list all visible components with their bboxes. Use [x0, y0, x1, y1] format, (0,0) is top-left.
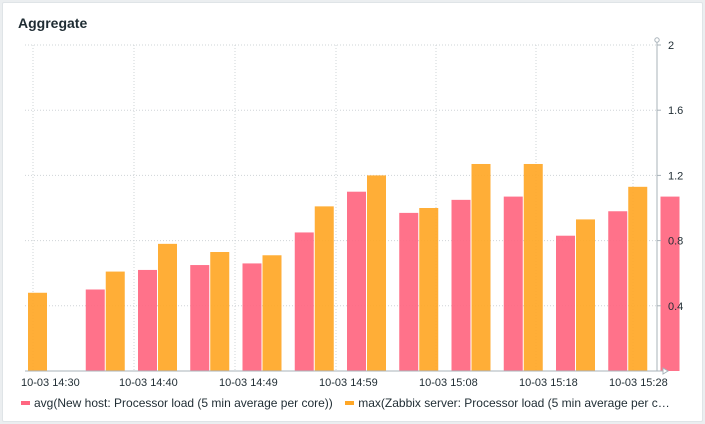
- bar-avg: [503, 196, 523, 371]
- y-tick-label: 0.8: [668, 236, 683, 248]
- chart-axes: [25, 37, 669, 375]
- bar-max: [262, 255, 282, 371]
- bar-avg: [399, 212, 419, 371]
- x-axis-arrow: [662, 367, 669, 375]
- y-tick-label: 0.4: [668, 301, 683, 313]
- bar-max: [576, 219, 595, 371]
- bar-max: [471, 163, 491, 371]
- bar-avg: [190, 265, 210, 371]
- x-tick-label: 10-03 15:28: [609, 377, 668, 389]
- legend-label-avg: avg(New host: Processor load (5 min aver…: [34, 396, 333, 410]
- x-tick-label: 10-03 14:30: [21, 377, 80, 389]
- y-axis-ticks: 0.4 0.8 1.2 1.6 2: [668, 40, 683, 313]
- y-axis-end-marker: [654, 37, 660, 43]
- bar-max: [367, 175, 386, 371]
- bar-max: [28, 292, 47, 371]
- bar-avg: [608, 211, 628, 371]
- x-tick-label: 10-03 15:18: [519, 377, 578, 389]
- legend-label-max: max(Zabbix server: Processor load (5 min…: [358, 396, 670, 410]
- bar-max: [628, 186, 648, 371]
- x-tick-label: 10-03 14:59: [319, 377, 378, 389]
- legend-item-avg: avg(New host: Processor load (5 min aver…: [21, 396, 333, 410]
- bar-avg: [347, 191, 366, 371]
- y-tick-label: 1.2: [668, 170, 683, 182]
- bar-avg: [85, 289, 105, 371]
- chart-grid: [25, 44, 657, 371]
- bar-avg: [660, 196, 680, 371]
- bar-max: [105, 271, 125, 371]
- y-tick-label: 2: [668, 40, 674, 52]
- x-tick-label: 10-03 14:49: [219, 377, 278, 389]
- chart-bars: [28, 163, 680, 371]
- legend-swatch-max: [345, 401, 355, 405]
- bar-avg: [138, 269, 157, 371]
- bar-max: [158, 243, 177, 371]
- bar-chart: 0.40.81.21.62 10-03 14:30 10-03 14:40 10-0…: [21, 37, 683, 389]
- bar-max: [419, 208, 439, 371]
- x-tick-label: 10-03 15:08: [419, 377, 478, 389]
- widget-title: Aggregate: [18, 15, 88, 31]
- chart-legend: avg(New host: Processor load (5 min aver…: [21, 396, 691, 412]
- bar-max: [314, 206, 334, 371]
- bar-avg: [556, 235, 575, 371]
- y-tick-label: 1.6: [668, 105, 683, 117]
- bar-avg: [451, 199, 471, 371]
- bar-avg: [242, 263, 262, 371]
- bar-max: [523, 163, 543, 371]
- legend-item-max: max(Zabbix server: Processor load (5 min…: [345, 396, 670, 410]
- bar-max: [210, 252, 230, 371]
- x-axis-ticks: 10-03 14:30 10-03 14:40 10-03 14:49 10-03 1…: [21, 377, 668, 389]
- x-tick-label: 10-03 14:40: [119, 377, 178, 389]
- legend-swatch-avg: [21, 401, 30, 405]
- bar-avg: [294, 232, 314, 371]
